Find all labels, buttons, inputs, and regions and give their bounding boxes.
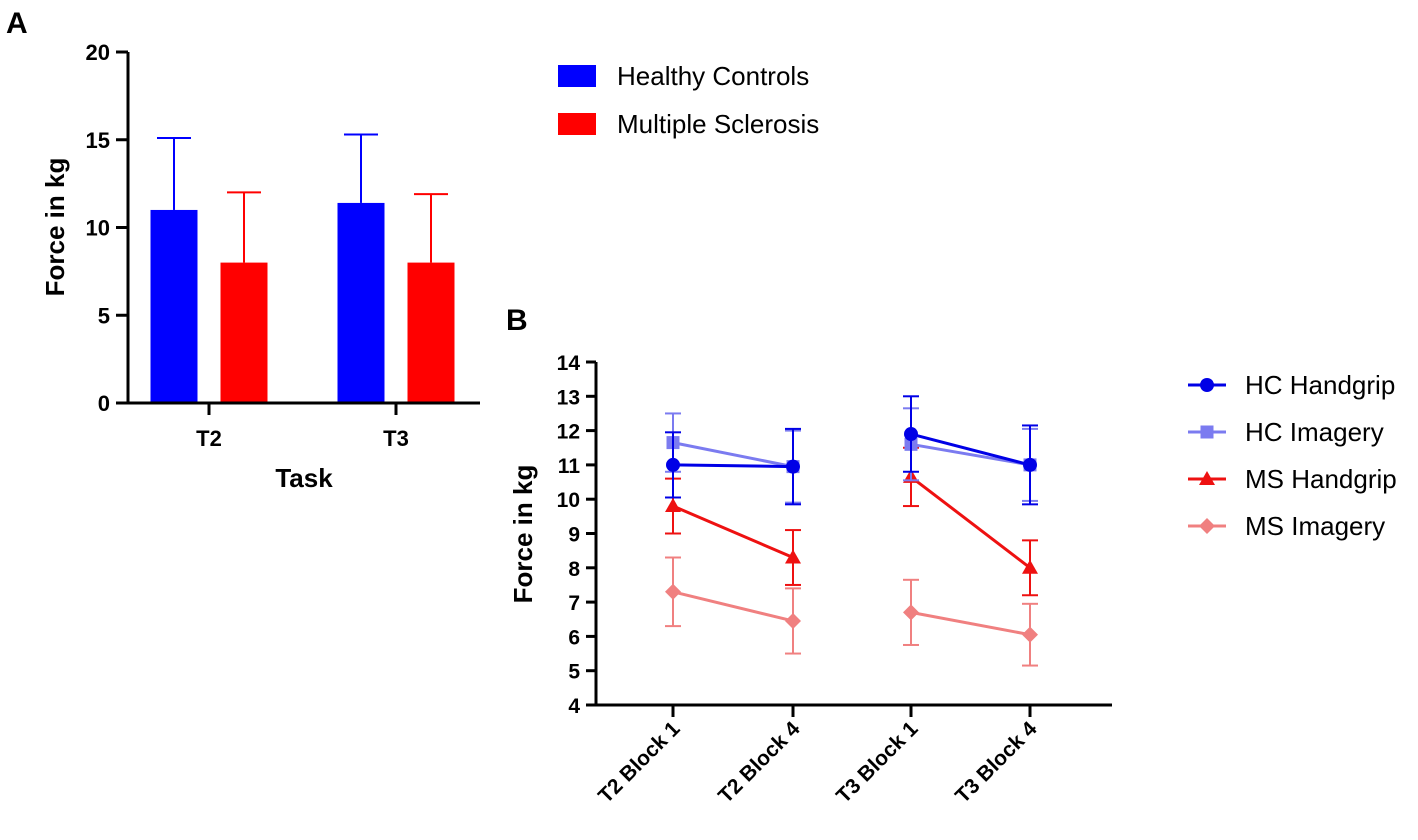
chart-a-bar-healthy-controls-t3 bbox=[337, 202, 385, 402]
chart-b-series-hc-imagery bbox=[665, 407, 1038, 504]
chart-b-point-ms-handgrip bbox=[1022, 559, 1038, 574]
chart-b-x-tick-label-t3-block-4: T3 Block 4 bbox=[951, 717, 1042, 808]
chart-b-x-tick-label-t2-block-4: T2 Block 4 bbox=[714, 717, 805, 808]
chart-a-bar-multiple-sclerosis-t2 bbox=[220, 262, 268, 402]
chart-a-legend-label-healthy-controls: Healthy Controls bbox=[617, 61, 809, 91]
panel-label-a: A bbox=[6, 7, 28, 40]
chart-a-x-tick-label-t2: T2 bbox=[196, 426, 222, 451]
chart-a-y-tick-label: 0 bbox=[98, 391, 110, 416]
chart-b-point-hc-handgrip bbox=[904, 427, 918, 442]
chart-a-y-tick-label: 15 bbox=[86, 128, 110, 153]
chart-b-y-tick-label: 11 bbox=[558, 455, 581, 478]
chart-b-point-ms-imagery bbox=[903, 604, 919, 621]
chart-b-y-tick-label: 14 bbox=[557, 352, 581, 375]
chart-a-y-tick-label: 5 bbox=[98, 303, 110, 328]
chart-b-y-tick-label: 6 bbox=[568, 626, 580, 649]
chart-b: Force in kg 4 5 6 7 8 9 10 11 12 13 14 T2 Block 1 T2… bbox=[508, 352, 1397, 808]
panel-label-b: B bbox=[506, 304, 528, 337]
chart-b-legend-label-ms-imagery: MS Imagery bbox=[1245, 511, 1385, 541]
chart-b-y-tick-label: 5 bbox=[568, 661, 580, 684]
chart-b-series-line bbox=[910, 442, 1031, 467]
chart-b-point-hc-handgrip bbox=[1023, 457, 1037, 472]
chart-b-series-line bbox=[672, 590, 794, 623]
chart-b-series-hc-handgrip bbox=[665, 395, 1038, 506]
chart-b-legend-label-hc-handgrip: HC Handgrip bbox=[1245, 370, 1395, 400]
chart-a: Force in kg Task 0 5 10 15 20 T2 T3 Healthy Con… bbox=[40, 40, 819, 493]
chart-b-x-tick-label-t2-block-1: T2 Block 1 bbox=[594, 717, 685, 808]
chart-b-y-tick-label: 12 bbox=[557, 421, 580, 444]
chart-b-series-line bbox=[910, 432, 1031, 467]
chart-b-point-ms-imagery bbox=[785, 612, 801, 629]
chart-b-y-tick-label: 10 bbox=[557, 489, 580, 512]
chart-b-series-line bbox=[910, 610, 1031, 637]
chart-b-series-ms-handgrip bbox=[665, 446, 1038, 597]
chart-a-y-tick-label: 20 bbox=[86, 40, 110, 65]
chart-b-legend-marker-hc-imagery bbox=[1200, 425, 1214, 439]
chart-a-y-tick-label: 10 bbox=[86, 216, 110, 241]
chart-a-legend-label-multiple-sclerosis: Multiple Sclerosis bbox=[617, 109, 819, 139]
chart-b-y-tick-label: 7 bbox=[568, 592, 580, 615]
chart-a-y-axis-title: Force in kg bbox=[40, 158, 70, 297]
chart-b-series-line bbox=[672, 441, 794, 469]
chart-b-y-tick-label: 4 bbox=[568, 695, 580, 718]
chart-b-series-line bbox=[910, 475, 1031, 569]
chart-b-legend-label-hc-imagery: HC Imagery bbox=[1245, 417, 1384, 447]
chart-b-point-hc-handgrip bbox=[786, 459, 800, 474]
chart-a-bar-healthy-controls-t2 bbox=[150, 209, 198, 402]
chart-b-legend-label-ms-handgrip: MS Handgrip bbox=[1245, 464, 1397, 494]
chart-a-bar-multiple-sclerosis-t3 bbox=[407, 262, 455, 402]
chart-b-series-ms-imagery bbox=[665, 556, 1038, 667]
chart-b-legend-marker-ms-handgrip bbox=[1199, 471, 1215, 485]
chart-b-y-axis-title: Force in kg bbox=[508, 465, 538, 604]
chart-b-y-tick-label: 13 bbox=[557, 386, 580, 409]
chart-b-point-ms-imagery bbox=[1022, 626, 1038, 643]
chart-b-y-tick-label: 9 bbox=[568, 524, 580, 547]
chart-b-series-line bbox=[672, 504, 794, 559]
chart-b-point-hc-handgrip bbox=[666, 457, 680, 472]
chart-b-point-ms-handgrip bbox=[785, 549, 801, 564]
chart-b-y-tick-label: 8 bbox=[568, 558, 580, 581]
chart-b-point-ms-imagery bbox=[665, 583, 681, 600]
chart-b-point-ms-handgrip bbox=[665, 498, 681, 513]
chart-a-x-axis-title: Task bbox=[275, 463, 333, 493]
chart-b-x-tick-label-t3-block-1: T3 Block 1 bbox=[832, 717, 923, 808]
chart-a-x-tick-label-t3: T3 bbox=[383, 426, 409, 451]
chart-a-legend-swatch-healthy-controls bbox=[558, 65, 596, 87]
chart-b-series-line bbox=[672, 463, 794, 469]
chart-b-legend-marker-hc-handgrip bbox=[1200, 378, 1214, 392]
chart-a-legend-swatch-multiple-sclerosis bbox=[558, 113, 596, 135]
chart-b-legend-marker-ms-imagery bbox=[1199, 518, 1215, 534]
